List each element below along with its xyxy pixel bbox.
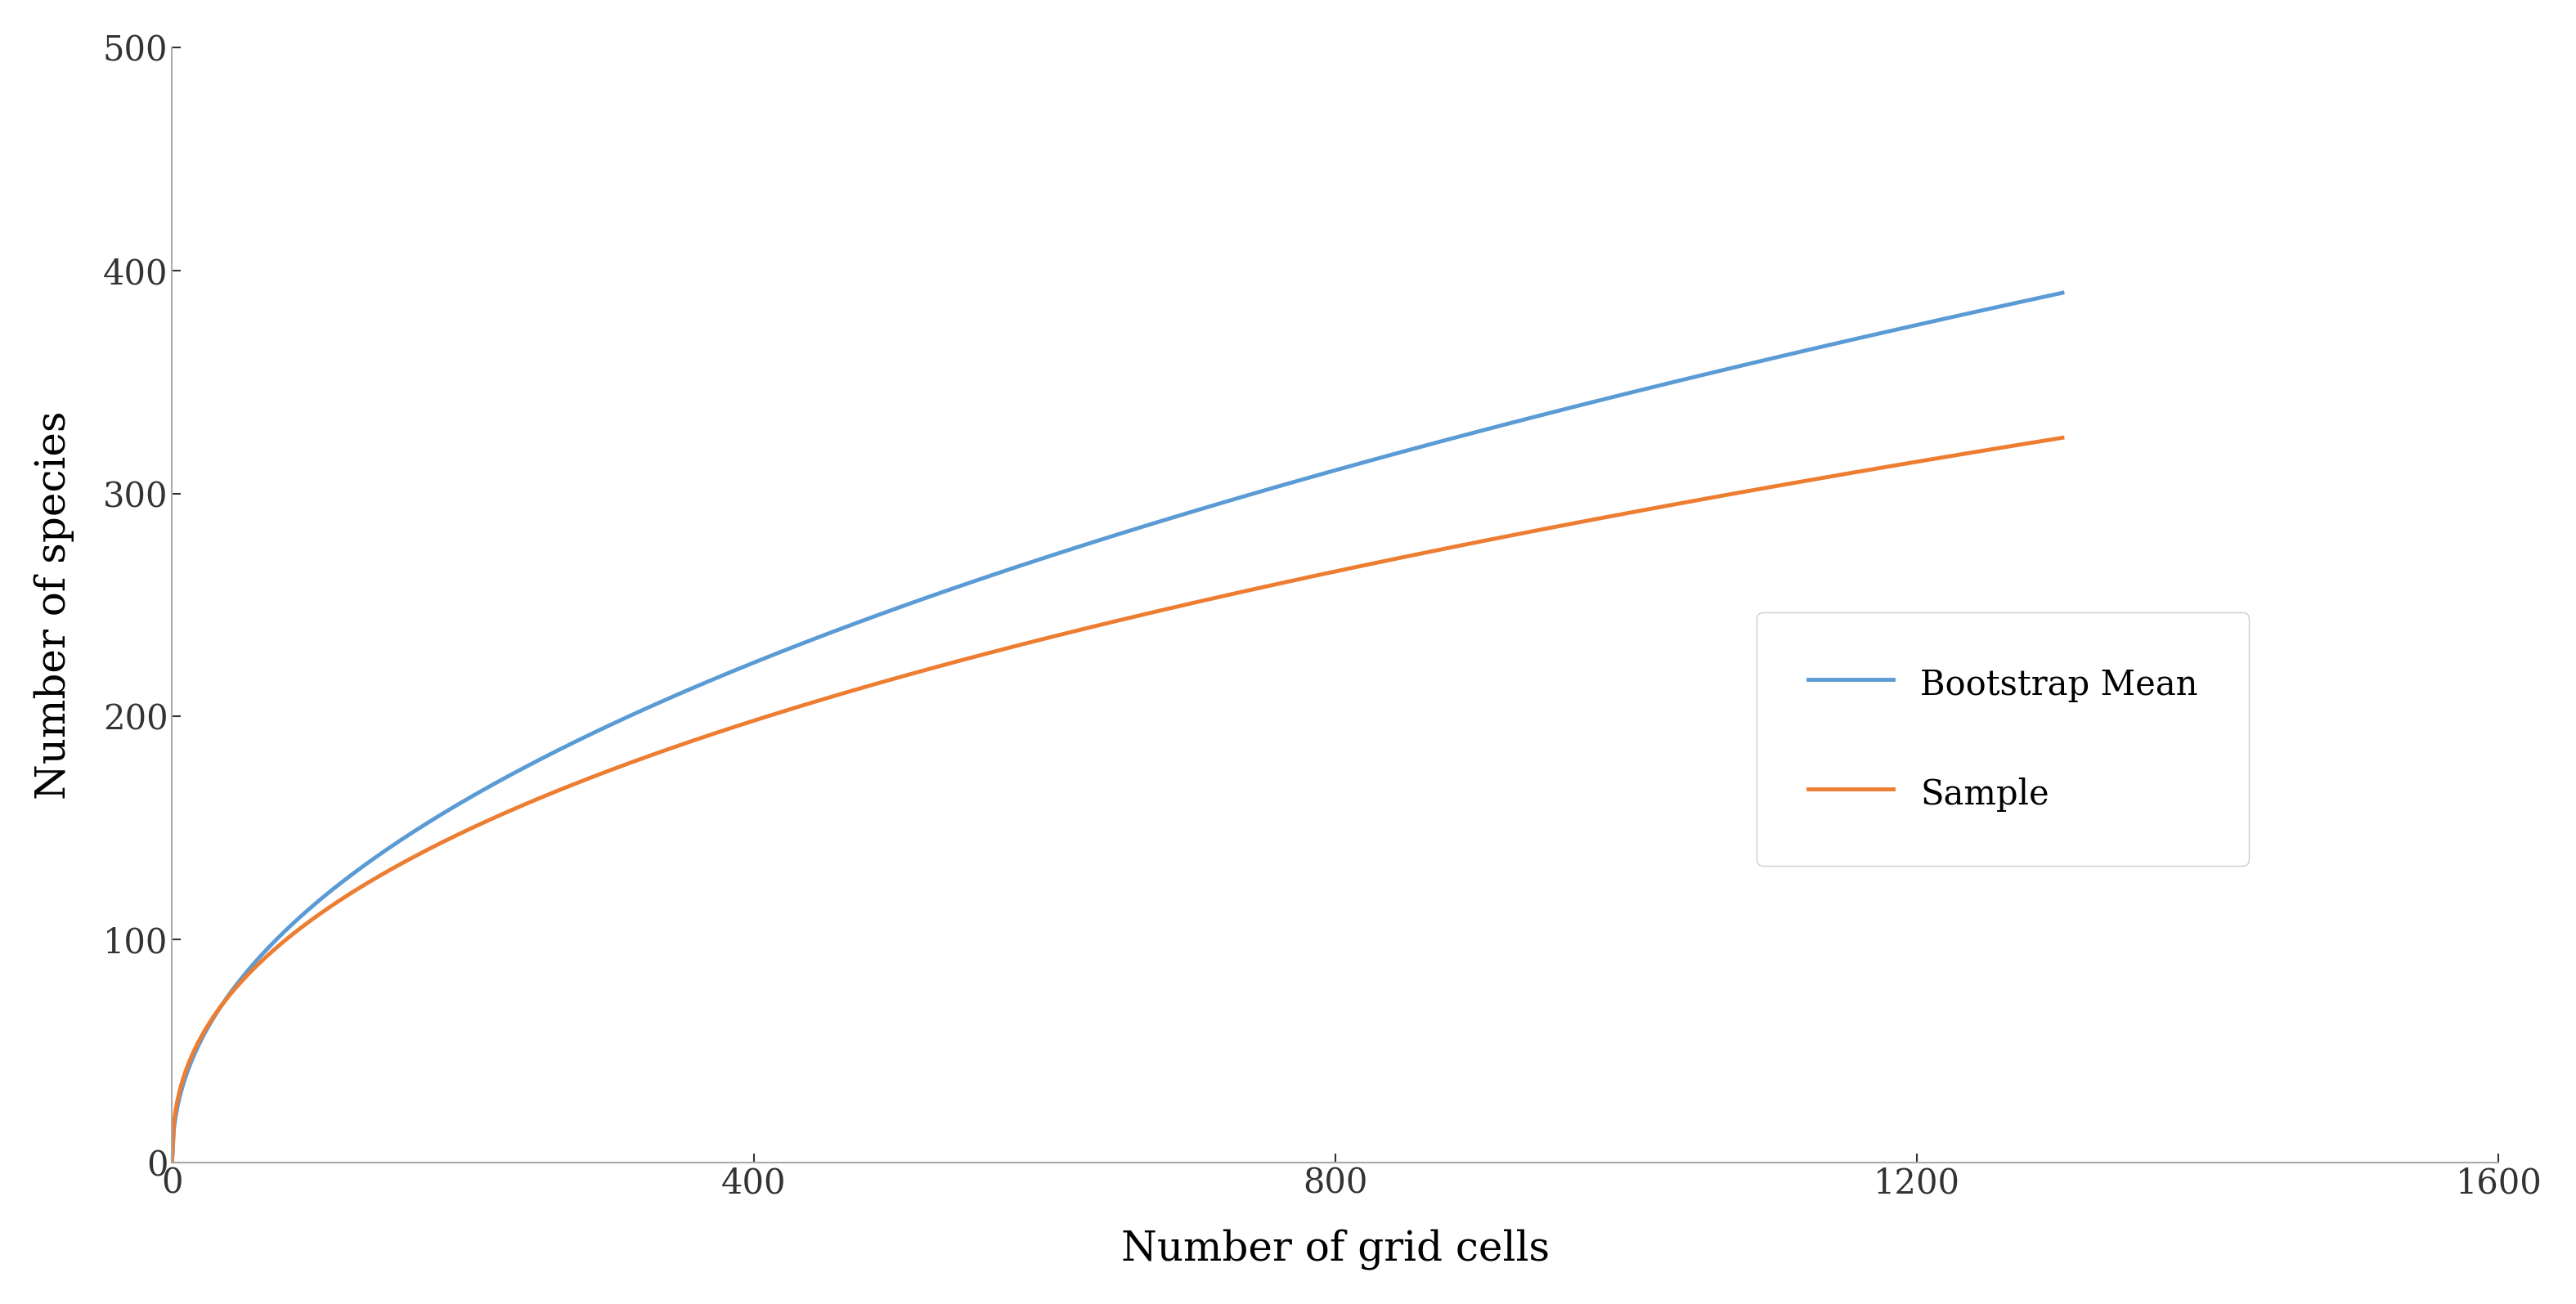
Line: Sample: Sample bbox=[173, 438, 2063, 1162]
Bootstrap Mean bbox=[1664, 373, 1695, 389]
Bootstrap Mean bbox=[1631, 381, 1662, 396]
Sample bbox=[350, 876, 381, 892]
Line: Bootstrap Mean: Bootstrap Mean bbox=[173, 293, 2063, 1162]
Sample bbox=[1631, 502, 1662, 518]
Sample bbox=[1664, 496, 1695, 511]
X-axis label: Number of grid cells: Number of grid cells bbox=[1121, 1230, 1551, 1270]
Bootstrap Mean bbox=[922, 587, 953, 602]
Bootstrap Mean bbox=[1455, 426, 1486, 442]
Sample bbox=[2048, 430, 2079, 446]
Sample bbox=[1455, 536, 1486, 552]
Y-axis label: Number of species: Number of species bbox=[33, 411, 75, 799]
Sample bbox=[922, 659, 953, 674]
Bootstrap Mean bbox=[989, 563, 1020, 579]
Legend: Bootstrap Mean, Sample: Bootstrap Mean, Sample bbox=[1757, 612, 2249, 866]
Bootstrap Mean bbox=[350, 857, 381, 872]
Bootstrap Mean bbox=[2048, 286, 2079, 301]
Sample bbox=[157, 1154, 188, 1170]
Bootstrap Mean bbox=[157, 1154, 188, 1170]
Sample bbox=[989, 642, 1020, 657]
